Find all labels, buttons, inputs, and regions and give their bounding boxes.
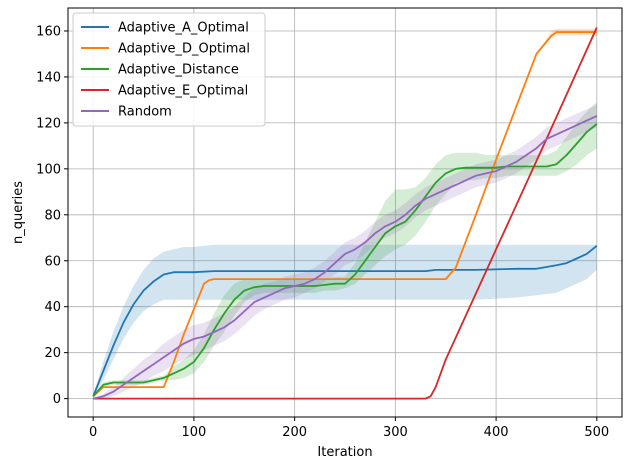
x-tick-label: 300 <box>383 425 408 440</box>
y-tick-label: 140 <box>36 70 61 85</box>
y-axis-label: n_queries <box>11 181 26 244</box>
legend-label: Adaptive_D_Optimal <box>118 42 250 57</box>
legend-label: Adaptive_A_Optimal <box>118 21 249 36</box>
x-tick-label: 100 <box>181 425 206 440</box>
legend-label: Random <box>118 105 172 120</box>
series-adaptive-distance-line <box>92 123 598 397</box>
y-tick-label: 160 <box>36 24 61 39</box>
x-tick-label: 400 <box>484 425 509 440</box>
series-random-line <box>93 115 598 400</box>
series-adaptive-d-optimal-line <box>92 31 597 397</box>
y-tick-label: 40 <box>44 300 61 315</box>
x-tick-label: 0 <box>89 425 97 440</box>
axis-ticks: 0 100 200 300 400 500 0 20 40 60 80 100 120 140 160 <box>36 24 609 440</box>
x-axis-label: Iteration <box>317 445 372 460</box>
series-adaptive-distance-band <box>93 102 597 398</box>
x-tick-label: 200 <box>282 425 307 440</box>
y-tick-label: 120 <box>36 116 61 131</box>
series-adaptive-e-optimal-line <box>93 27 598 400</box>
series-lines <box>92 27 598 400</box>
y-tick-label: 0 <box>53 392 61 407</box>
x-tick-label: 500 <box>584 425 609 440</box>
y-tick-label: 20 <box>44 346 61 361</box>
legend: Adaptive_A_Optimal Adaptive_D_Optimal Adap… <box>72 12 266 127</box>
series-adaptive-a-optimal-band <box>93 244 597 398</box>
legend-label: Adaptive_E_Optimal <box>118 84 248 99</box>
y-tick-label: 100 <box>36 162 61 177</box>
y-tick-label: 80 <box>44 208 61 223</box>
y-tick-label: 60 <box>44 254 61 269</box>
legend-box <box>72 12 266 127</box>
grid <box>68 8 622 417</box>
plot-frame <box>67 7 623 418</box>
legend-label: Adaptive_Distance <box>118 63 239 78</box>
series-adaptive-a-optimal-line <box>92 245 598 397</box>
